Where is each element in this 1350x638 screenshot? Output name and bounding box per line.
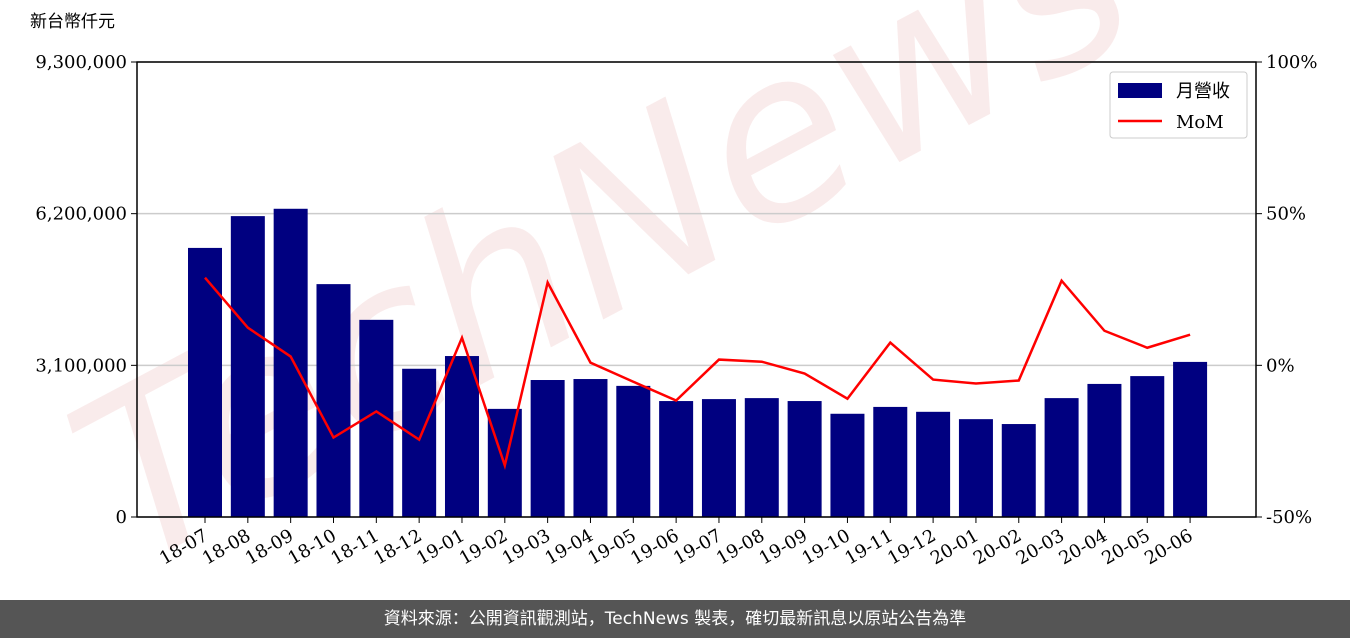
x-tick-label: 20-01 <box>927 525 982 569</box>
bar <box>573 379 608 517</box>
plot-frame <box>136 61 1257 518</box>
x-tick-label: 19-02 <box>456 525 511 569</box>
y-tick-label: 6,200,000 <box>35 204 127 225</box>
bar <box>744 398 779 517</box>
y-tick-label: 9,300,000 <box>35 52 127 73</box>
bar <box>873 406 908 517</box>
y2-tick-label: 100% <box>1266 52 1317 73</box>
bar <box>701 399 736 517</box>
footer: 資料來源：公開資訊觀測站，TechNews 製表，確切最新訊息以原站公告為準 <box>0 600 1350 638</box>
x-tick-label: 20-05 <box>1098 525 1153 569</box>
y2-tick-label: 0% <box>1266 355 1295 376</box>
bar <box>402 368 437 517</box>
bar <box>1130 376 1165 517</box>
bar <box>787 401 822 517</box>
x-tick-label: 19-06 <box>627 525 682 569</box>
x-tick-label: 19-03 <box>499 525 554 569</box>
legend-swatch <box>1118 83 1162 98</box>
x-tick-label: 19-12 <box>884 525 939 569</box>
bar <box>188 247 222 517</box>
x-tick-label: 18-11 <box>327 525 382 569</box>
x-tick-label: 19-04 <box>542 525 597 569</box>
legend-label: MoM <box>1176 112 1224 133</box>
y-tick-label: 0 <box>116 507 127 528</box>
x-tick-label: 20-03 <box>1013 525 1068 569</box>
x-tick-label: 19-09 <box>756 525 811 569</box>
bar <box>916 411 951 517</box>
bar <box>1087 383 1122 517</box>
bar <box>273 208 308 517</box>
x-tick-label: 19-08 <box>713 525 768 569</box>
x-tick-label: 20-04 <box>1055 525 1110 569</box>
x-tick-label: 19-05 <box>584 525 639 569</box>
y-axis-label: 新台幣仟元 <box>30 12 115 32</box>
bar <box>1044 398 1079 517</box>
x-tick-label: 20-06 <box>1141 525 1196 569</box>
bar <box>230 216 265 517</box>
x-tick-label: 19-01 <box>413 525 468 569</box>
y2-tick-label: 50% <box>1266 204 1306 225</box>
legend-label: 月營收 <box>1176 81 1230 102</box>
bar <box>316 284 351 517</box>
chart: 新台幣仟元 TechNews 03,100,0006,200,0009,300,… <box>30 0 1317 618</box>
x-tick-label: 19-10 <box>799 525 854 569</box>
bar <box>659 401 694 517</box>
x-tick-label: 19-07 <box>670 525 725 569</box>
bar <box>1001 424 1036 517</box>
y-tick-label: 3,100,000 <box>35 355 127 376</box>
x-tick-label: 19-11 <box>841 525 896 569</box>
y2-tick-label: -50% <box>1266 507 1312 528</box>
bar <box>830 413 865 517</box>
bar <box>1173 361 1208 517</box>
bar <box>958 419 993 517</box>
bar <box>616 385 651 517</box>
x-tick-label: 18-12 <box>370 525 425 569</box>
bar <box>444 356 479 517</box>
bar <box>530 380 565 517</box>
line <box>204 276 1191 471</box>
x-tick-label: 20-02 <box>970 525 1025 569</box>
